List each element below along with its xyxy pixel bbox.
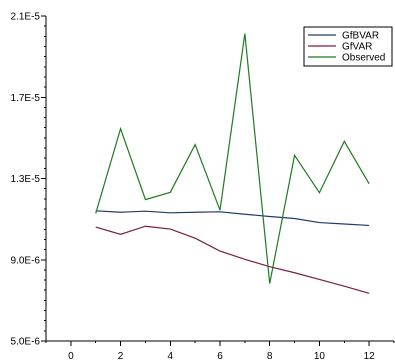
y-tick-label: 2.1E-5 [11,12,41,23]
series-line-observed [95,33,370,284]
x-tick-label: 4 [168,351,174,362]
x-tick-label: 6 [217,351,223,362]
legend-label-observed: Observed [342,53,385,64]
x-tick-label: 0 [68,351,74,362]
legend-label-gfvar: GfVAR [342,42,372,53]
x-tick-label: 8 [267,351,273,362]
y-tick-label: 9.0E-6 [11,255,41,266]
series-line-gfvar [95,225,370,294]
y-tick-label: 5.0E-6 [11,337,41,348]
legend-label-gfbvar: GfBVAR [342,31,379,42]
x-tick-label: 10 [314,351,326,362]
axes: 5.0E-6 9.0E-6 1.3E-5 1.7E-5 2.1E-5 0 2 4 6 8 10 12 [11,12,395,362]
x-tick-label: 12 [364,351,376,362]
series-line-gfbvar [95,210,370,227]
y-tick-label: 1.7E-5 [11,93,41,104]
series-lines [95,33,370,294]
y-tick-label: 1.3E-5 [11,174,41,185]
x-tick-label: 2 [118,351,124,362]
